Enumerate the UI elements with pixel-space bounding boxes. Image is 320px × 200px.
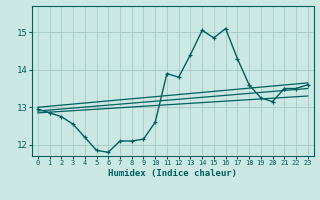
X-axis label: Humidex (Indice chaleur): Humidex (Indice chaleur) — [108, 169, 237, 178]
